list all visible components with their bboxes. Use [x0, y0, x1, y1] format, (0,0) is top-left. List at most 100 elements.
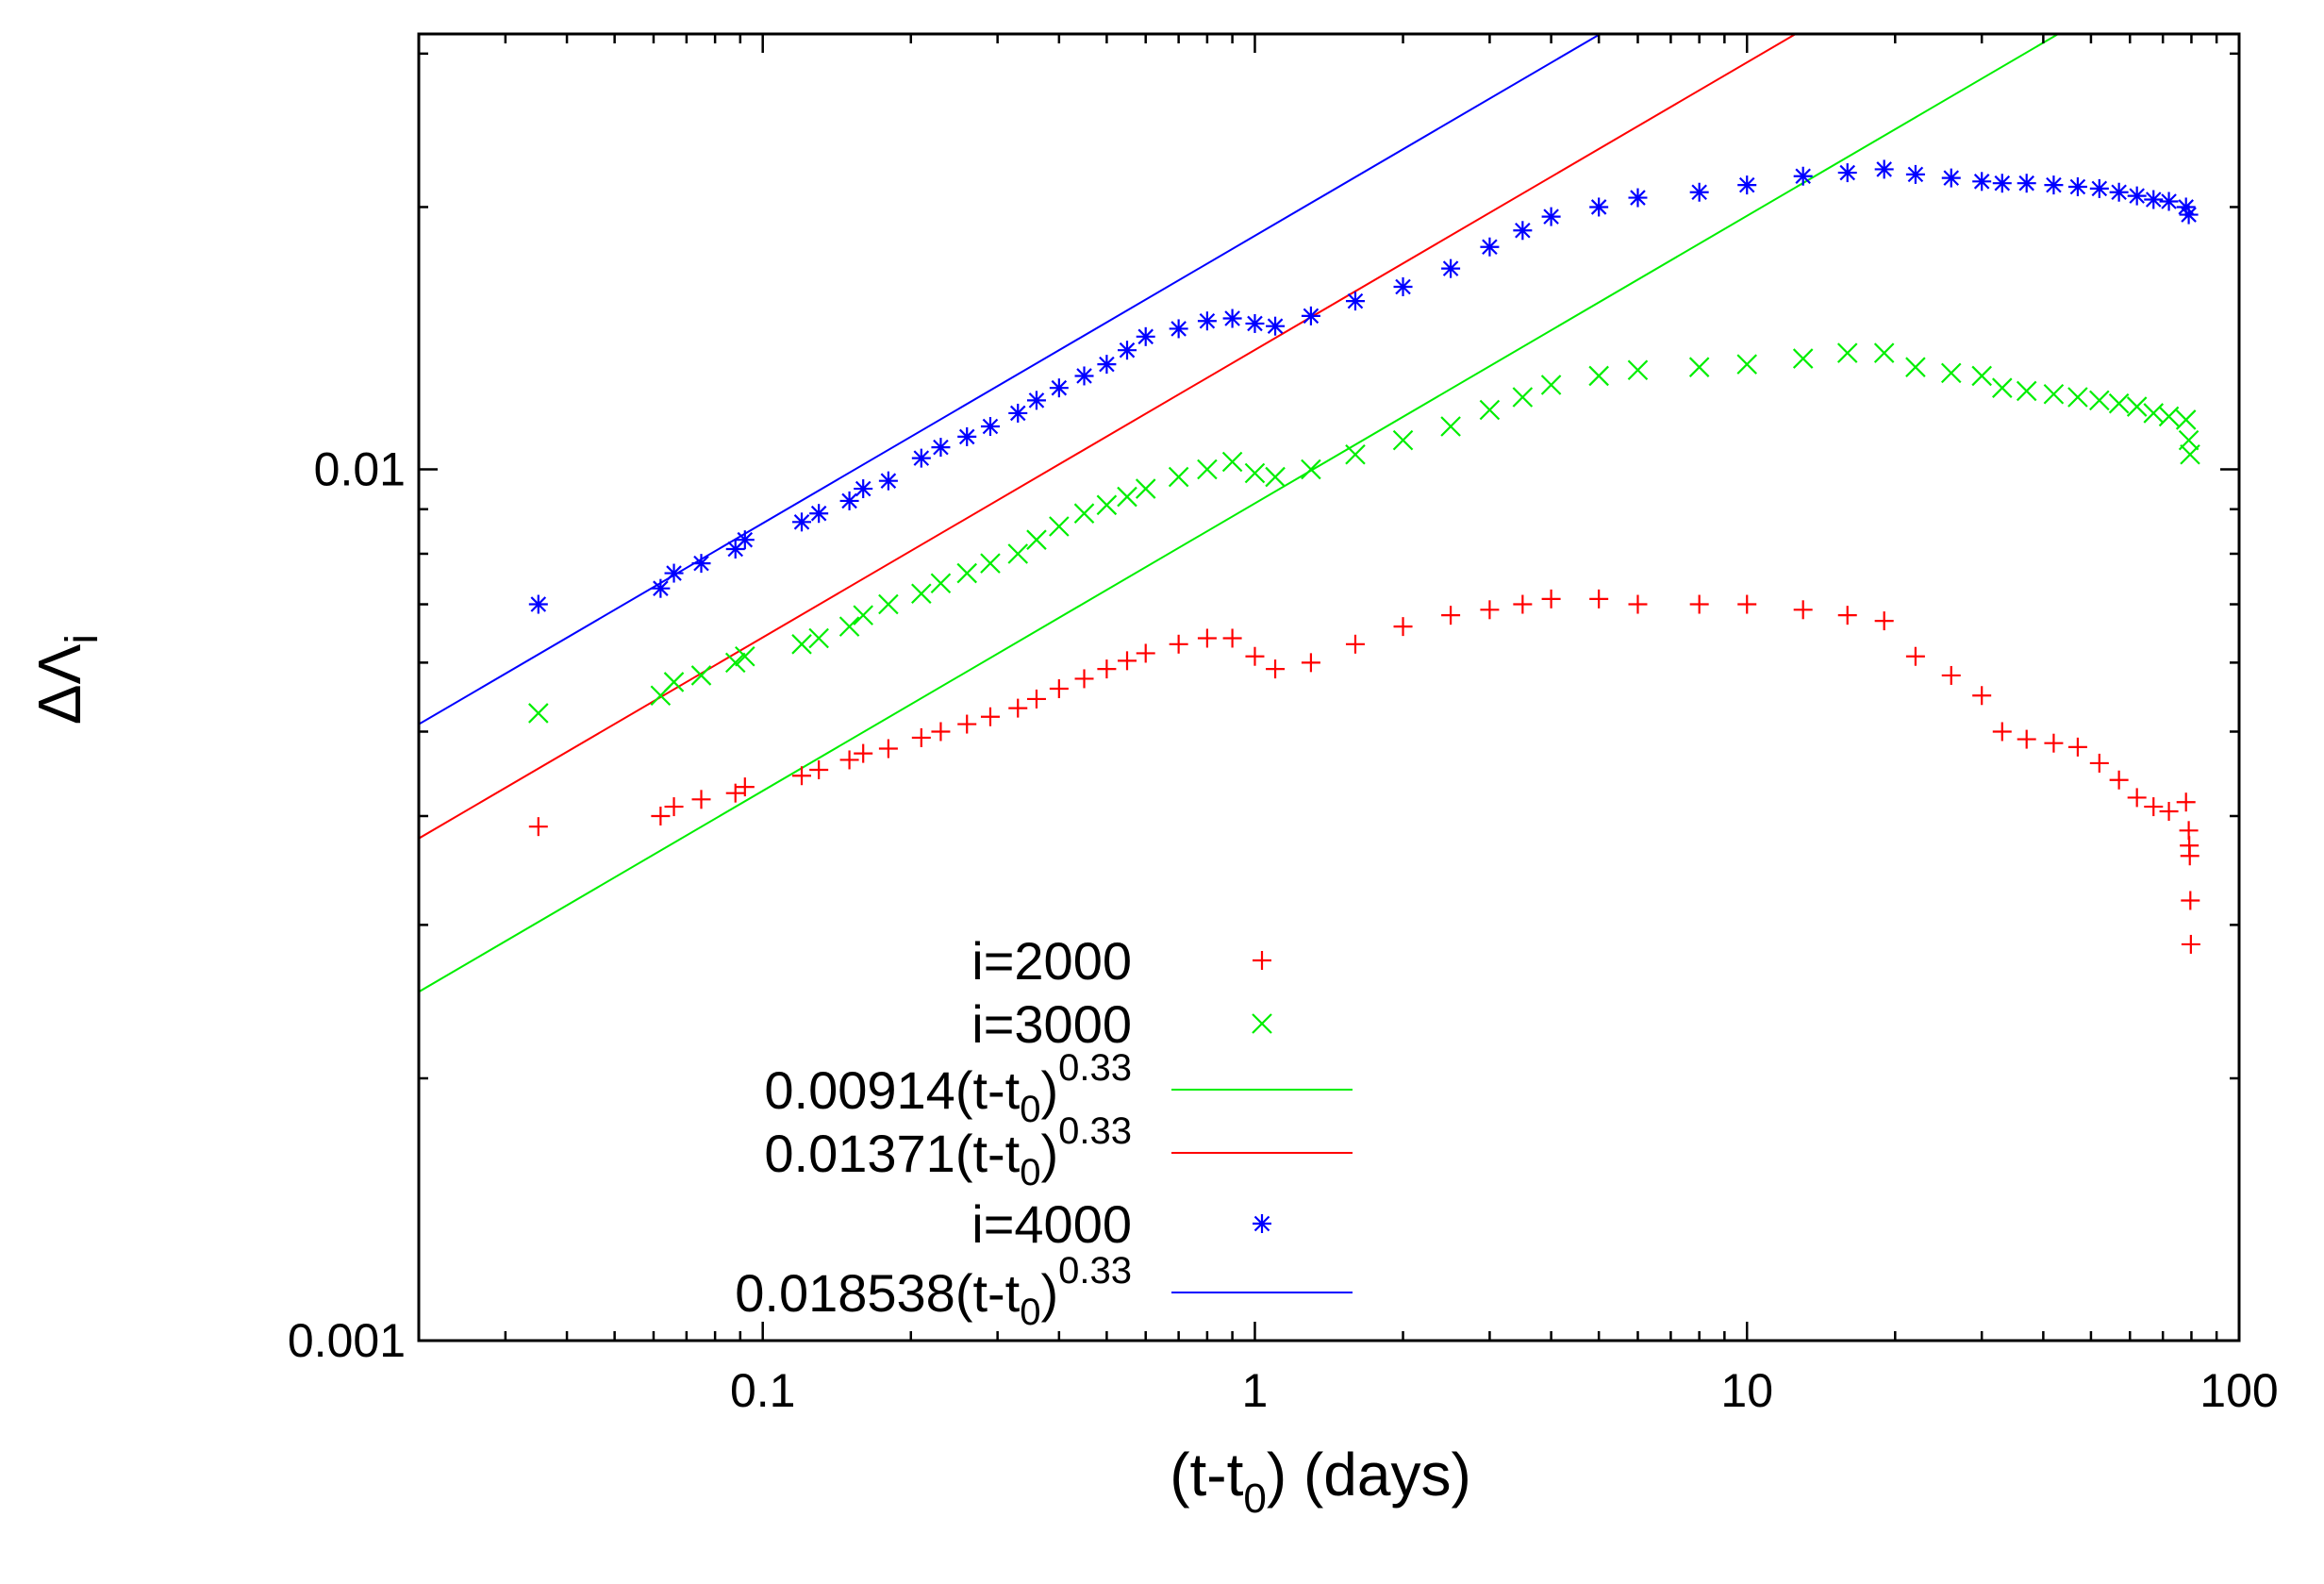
data-point	[664, 797, 684, 817]
fit-line-3	[419, 34, 2061, 993]
data-point	[1169, 319, 1188, 339]
legend-base: 0.018538(t-t	[735, 1263, 1020, 1323]
data-point	[1073, 503, 1095, 524]
data-point	[1345, 634, 1365, 654]
data-point	[1026, 529, 1047, 550]
data-point	[1874, 611, 1894, 631]
data-point	[735, 777, 755, 797]
legend-marker-sample	[1252, 1013, 1272, 1034]
data-point	[725, 783, 745, 803]
data-point	[792, 512, 812, 532]
data-point	[2044, 733, 2064, 753]
data-point	[1097, 659, 1117, 679]
data-point	[878, 593, 899, 615]
series-i=3000	[528, 342, 2200, 724]
data-point	[1136, 643, 1155, 663]
y-axis-title-sub: i	[58, 634, 108, 644]
data-point	[1628, 188, 1648, 208]
data-point	[1971, 365, 1992, 387]
data-point	[2127, 186, 2147, 206]
data-point	[2067, 176, 2087, 196]
data-point	[878, 739, 898, 759]
legend-label: i=4000	[971, 1194, 1132, 1254]
fit-line-4	[419, 34, 1798, 840]
x-tick-label: 100	[2200, 1364, 2278, 1417]
data-point	[1222, 628, 1242, 648]
data-point	[2144, 190, 2164, 209]
data-point	[957, 714, 977, 734]
data-point	[663, 672, 685, 692]
data-point	[1972, 172, 1992, 192]
data-point	[1244, 462, 1266, 484]
series-i=2000	[528, 589, 2200, 954]
data-point	[1589, 589, 1609, 609]
y-axis-title: ΔΛi	[25, 634, 108, 725]
data-point	[1513, 594, 1533, 614]
data-point	[1541, 207, 1561, 226]
data-point	[808, 627, 829, 649]
data-point	[2144, 797, 2164, 817]
data-point	[2089, 390, 2110, 411]
legend-sub: 0	[1020, 1089, 1040, 1130]
data-point	[1197, 311, 1217, 331]
data-point	[2176, 197, 2196, 217]
data-point	[1026, 391, 1046, 410]
data-point	[664, 563, 684, 583]
data-point	[651, 578, 671, 598]
data-point	[839, 750, 859, 770]
data-point	[2017, 174, 2036, 193]
data-point	[1007, 543, 1029, 564]
data-point	[691, 554, 711, 574]
y-tick-label: 0.01	[314, 442, 406, 495]
data-point	[2089, 753, 2109, 773]
data-point	[1049, 679, 1069, 699]
legend-marker-sample	[1253, 1214, 1271, 1233]
data-point	[809, 504, 829, 524]
data-point	[1737, 594, 1757, 614]
data-point	[1135, 478, 1156, 499]
data-point	[1588, 365, 1609, 387]
data-point	[2089, 178, 2109, 198]
data-point	[1513, 221, 1533, 241]
data-point	[2108, 392, 2130, 414]
data-point	[1074, 669, 1094, 689]
data-point	[838, 616, 860, 637]
data-point	[2159, 192, 2179, 211]
data-point	[1136, 326, 1155, 346]
data-point	[651, 806, 671, 825]
data-point	[1992, 174, 2012, 193]
x-axis-title-tail: ) (days)	[1267, 1441, 1471, 1509]
data-point	[1392, 429, 1414, 451]
data-point	[931, 438, 951, 458]
data-point	[2109, 182, 2129, 202]
x-axis-title: (t-t0) (days)	[1170, 1441, 1471, 1522]
data-point	[1197, 459, 1218, 480]
data-point	[1480, 600, 1500, 620]
data-point	[724, 652, 746, 674]
data-point	[1905, 357, 1926, 377]
data-point	[1008, 698, 1028, 718]
data-point	[2016, 380, 2037, 402]
data-point	[839, 491, 859, 510]
data-point	[854, 743, 873, 763]
data-point	[2176, 792, 2196, 812]
legend-sup: 0.33	[1058, 1110, 1132, 1152]
legend-sup: 0.33	[1058, 1047, 1132, 1089]
data-point	[2067, 387, 2088, 408]
data-point	[1837, 163, 1857, 183]
data-point	[809, 759, 829, 779]
legend: i=2000i=30000.00914(t-t0)0.330.01371(t-t…	[735, 931, 1353, 1333]
data-point	[1301, 306, 1320, 325]
data-point	[1874, 159, 1894, 179]
data-point	[930, 573, 952, 594]
data-point	[2127, 788, 2147, 808]
data-point	[1689, 182, 1709, 202]
data-point	[691, 790, 711, 809]
data-point	[1541, 589, 1561, 609]
data-point	[2180, 443, 2200, 465]
data-point	[690, 665, 712, 686]
x-axis-title-sub: 0	[1243, 1476, 1266, 1522]
data-point	[878, 471, 898, 491]
x-tick-label: 1	[1242, 1364, 1269, 1417]
x-axis-title-main: (t-t	[1170, 1441, 1243, 1509]
